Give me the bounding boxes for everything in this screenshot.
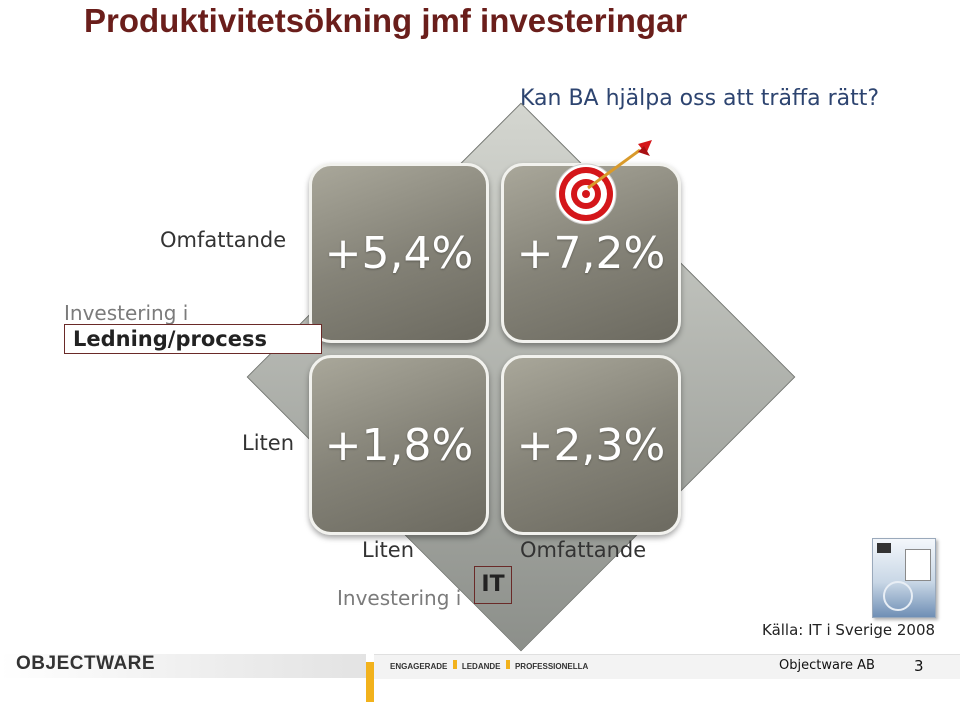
quadrant-value-bottom-right: +2,3% [516, 420, 666, 471]
x-axis-title-box: IT [474, 566, 512, 604]
footer-accent-bar [366, 662, 374, 702]
page-number: 3 [914, 657, 924, 675]
quadrant-bottom-left: +1,8% [309, 355, 489, 535]
tagline-word-2: LEDANDE [461, 662, 501, 671]
quadrant-value-bottom-left: +1,8% [324, 420, 474, 471]
report-inset-page [905, 549, 931, 581]
y-axis-high-label: Omfattande [160, 228, 287, 252]
footer-tagline: ENGAGERADE LEDANDE PROFESSIONELLA [390, 660, 588, 671]
quadrant-value-top-right: +7,2% [516, 228, 666, 279]
y-axis-title-box: Ledning/process [64, 324, 322, 354]
footer-left-band [0, 654, 366, 678]
footer-right-band [374, 654, 960, 679]
x-axis-title-prefix: Investering i [337, 586, 462, 610]
source-citation: Källa: IT i Sverige 2008 [762, 621, 936, 639]
footer-company: Objectware AB [779, 658, 875, 673]
tagline-separator [505, 660, 510, 669]
quadrant-top-left: +5,4% [309, 163, 489, 343]
quadrant-bottom-right: +2,3% [501, 355, 681, 535]
target-dart-icon [555, 140, 652, 225]
footer-bar [0, 654, 960, 679]
tagline-word-3: PROFESSIONELLA [514, 662, 589, 671]
x-axis-high-label: Omfattande [520, 538, 647, 562]
report-cover-image [872, 538, 936, 618]
tagline-word-1: ENGAGERADE [390, 662, 448, 671]
x-axis-low-label: Liten [362, 538, 414, 562]
question-text: Kan BA hjälpa oss att träffa rätt? [520, 86, 880, 111]
report-logo-mark [877, 543, 891, 553]
quadrant-value-top-left: +5,4% [324, 228, 474, 279]
page-title: Produktivitetsökning jmf investeringar [84, 2, 688, 39]
y-axis-low-label: Liten [242, 431, 294, 455]
company-logo: OBJECTWARE [16, 653, 156, 674]
tagline-separator [452, 660, 457, 669]
y-axis-title-prefix: Investering i [64, 301, 189, 325]
report-circle-graphic [883, 581, 913, 611]
